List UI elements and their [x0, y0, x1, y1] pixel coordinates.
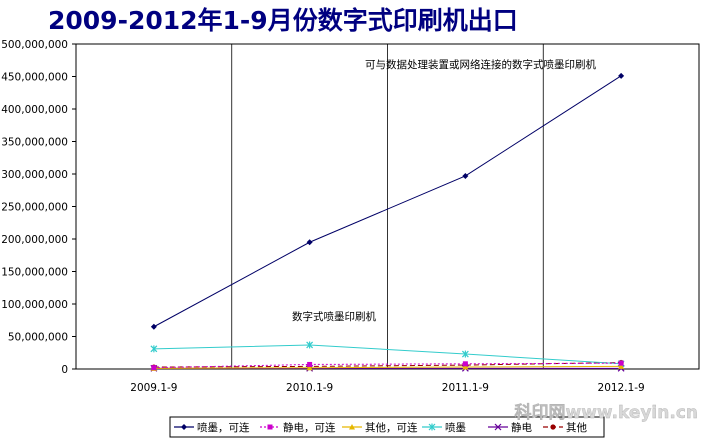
legend-marker — [267, 424, 273, 430]
legend-marker — [181, 424, 187, 430]
data-point — [462, 172, 469, 179]
legend-label: 其他 — [566, 421, 587, 434]
legend-label: 其他，可连 — [365, 421, 418, 434]
legend-label: 静电，可连 — [283, 421, 336, 434]
annotation-connectable-inkjet: 可与数据处理装置或网络连接的数字式喷墨印刷机 — [365, 58, 596, 71]
grid-lines — [231, 44, 544, 369]
series-2 — [151, 360, 624, 371]
y-tick-label: 300,000,000 — [1, 169, 68, 181]
series-lines — [150, 72, 625, 372]
data-point — [150, 345, 158, 353]
legend-label: 静电 — [511, 421, 532, 434]
legend-marker — [550, 424, 556, 430]
legend-item: 喷墨，可连 — [174, 421, 250, 434]
y-tick-label: 100,000,000 — [1, 299, 68, 311]
series-line — [153, 362, 622, 368]
data-point — [151, 365, 157, 371]
x-axis: 2009.1-9 2010.1-9 2011.1-9 2012.1-9 — [130, 382, 644, 394]
data-point — [462, 361, 468, 367]
annotation-inkjet: 数字式喷墨印刷机 — [292, 310, 376, 323]
y-tick-label: 150,000,000 — [1, 267, 68, 279]
y-tick-label: 400,000,000 — [1, 104, 68, 116]
y-tick-label: 500,000,000 — [1, 39, 68, 51]
data-point — [306, 239, 313, 246]
watermark: 科印网www.keyin.cn — [514, 402, 698, 423]
series-line — [153, 365, 622, 369]
x-tick-label: 2012.1-9 — [598, 382, 645, 394]
legend-item: 静电 — [488, 421, 532, 434]
y-tick-label: 200,000,000 — [1, 234, 68, 246]
y-tick-label: 250,000,000 — [1, 202, 68, 214]
data-point — [618, 360, 624, 366]
legend-label: 喷墨，可连 — [197, 421, 250, 434]
x-tick-label: 2010.1-9 — [286, 382, 333, 394]
series-line — [153, 75, 622, 328]
y-tick-label: 0 — [61, 364, 68, 376]
legend-marker — [349, 424, 355, 430]
series-line — [153, 344, 622, 365]
data-point — [306, 364, 313, 371]
legend-item: 其他，可连 — [342, 421, 418, 434]
legend: 喷墨，可连 静电，可连 其他，可连 喷墨 静电 其他 — [174, 421, 587, 434]
legend-label: 喷墨 — [445, 422, 466, 434]
data-point — [306, 341, 314, 349]
legend-marker — [494, 423, 502, 431]
x-tick-label: 2009.1-9 — [130, 382, 177, 394]
legend-item: 其他 — [543, 421, 587, 434]
chart-title: 2009-2012年1-9月份数字式印刷机出口 — [48, 6, 518, 35]
data-point — [150, 323, 157, 330]
data-point — [461, 350, 469, 358]
y-tick-label: 350,000,000 — [1, 137, 68, 149]
legend-marker — [428, 423, 436, 431]
data-point — [307, 361, 313, 367]
legend-item: 喷墨 — [422, 422, 466, 434]
y-axis: 0 50,000,000 100,000,000 150,000,000 200,000… — [1, 39, 76, 376]
legend-item: 静电，可连 — [260, 421, 336, 434]
data-point — [618, 72, 625, 79]
y-tick-label: 450,000,000 — [1, 72, 68, 84]
data-point — [462, 364, 469, 370]
x-tick-label: 2011.1-9 — [442, 382, 489, 394]
series-line — [153, 362, 622, 369]
series-4 — [150, 341, 625, 368]
data-point — [618, 363, 625, 369]
series-1 — [150, 72, 625, 330]
y-tick-label: 50,000,000 — [8, 332, 68, 344]
legend-box — [169, 416, 605, 438]
